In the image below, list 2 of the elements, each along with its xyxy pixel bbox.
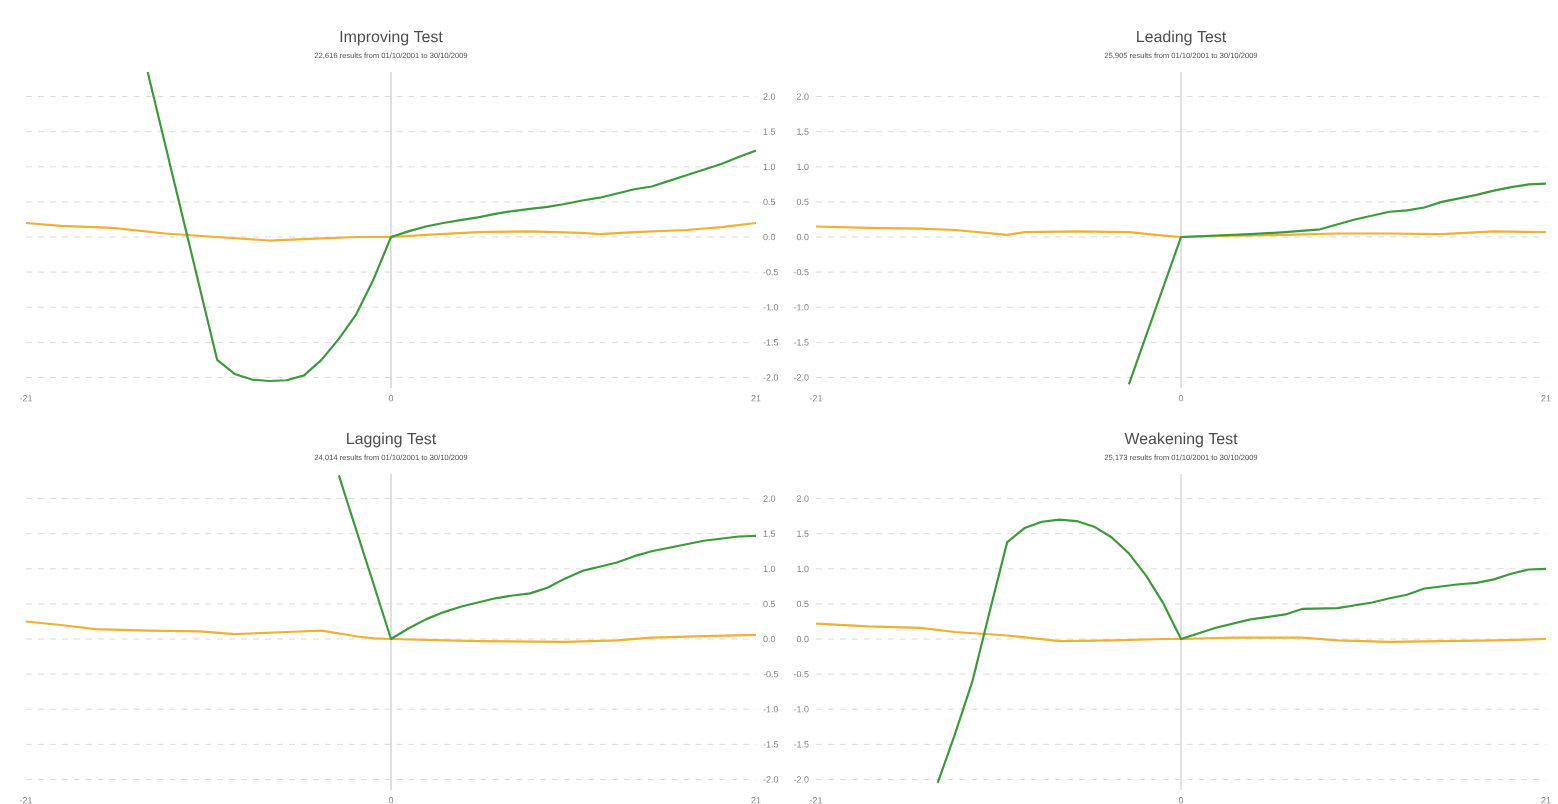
line-series	[26, 620, 756, 643]
line-series	[26, 221, 756, 242]
